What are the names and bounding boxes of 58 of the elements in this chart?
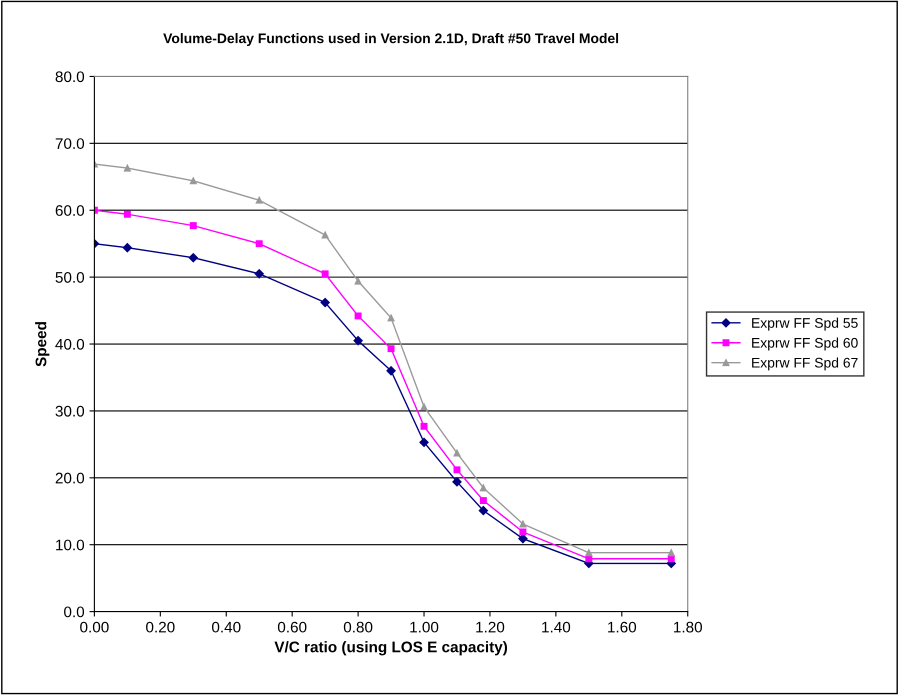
point	[322, 232, 329, 238]
y-axis-title: Speed	[35, 322, 50, 367]
point	[388, 345, 395, 352]
point	[254, 269, 264, 278]
x-tick-label: 0.20	[146, 622, 175, 633]
y-tick-label: 50.0	[56, 272, 84, 283]
point	[478, 506, 488, 516]
point	[124, 210, 131, 218]
point	[320, 298, 330, 308]
point	[668, 549, 675, 556]
point	[188, 253, 198, 262]
x-tick-label: 0.40	[212, 622, 241, 633]
point	[388, 314, 395, 322]
y-tick-label: 70.0	[56, 138, 84, 150]
y-tick-label: 40.0	[55, 338, 84, 350]
point	[585, 555, 592, 562]
x-tick-label: 1.60	[608, 622, 636, 633]
y-tick-label: 30.0	[56, 406, 84, 417]
point	[190, 222, 197, 230]
x-tick-label: 0.80	[344, 622, 372, 633]
x-tick-label: 0.60	[278, 622, 306, 633]
point	[190, 177, 197, 184]
y-tick-label: 10.0	[56, 540, 84, 550]
y-tick-label: 80.0	[56, 71, 84, 82]
x-tick-label: 1.40	[542, 622, 570, 633]
point	[452, 477, 462, 486]
legend-label: Exprw FF Spd 67	[752, 357, 858, 370]
y-tick-label: 60.0	[56, 205, 84, 216]
point	[354, 312, 362, 320]
point	[519, 528, 526, 536]
point	[256, 196, 263, 204]
point	[419, 438, 429, 447]
point	[454, 466, 460, 474]
x-tick-label: 1.00	[410, 622, 438, 633]
point	[256, 240, 263, 248]
point	[353, 336, 363, 346]
x-tick-label: 0.00	[80, 622, 109, 633]
point	[480, 497, 487, 504]
x-tick-label: 1.20	[476, 622, 504, 633]
x-tick-label: 1.80	[674, 622, 702, 633]
point	[124, 164, 131, 172]
point	[354, 278, 362, 285]
chart-title: Volume-Delay Functions used in Version 2.1D, Draft #50 Travel Model	[163, 33, 618, 46]
point	[518, 534, 528, 544]
point	[420, 422, 428, 430]
legend-label: Exprw FF Spd 55	[752, 318, 858, 331]
point	[420, 403, 428, 410]
y-tick-label: 0.0	[64, 606, 84, 618]
point	[454, 450, 460, 457]
point	[519, 520, 526, 528]
y-tick-label: 20.0	[56, 472, 84, 484]
legend-label: Exprw FF Spd 60	[752, 338, 858, 350]
point	[480, 484, 487, 492]
x-axis-title: V/C ratio (using LOS E capacity)	[274, 641, 508, 656]
point	[122, 243, 132, 252]
point	[386, 366, 396, 376]
point	[322, 270, 329, 278]
point	[585, 549, 592, 556]
